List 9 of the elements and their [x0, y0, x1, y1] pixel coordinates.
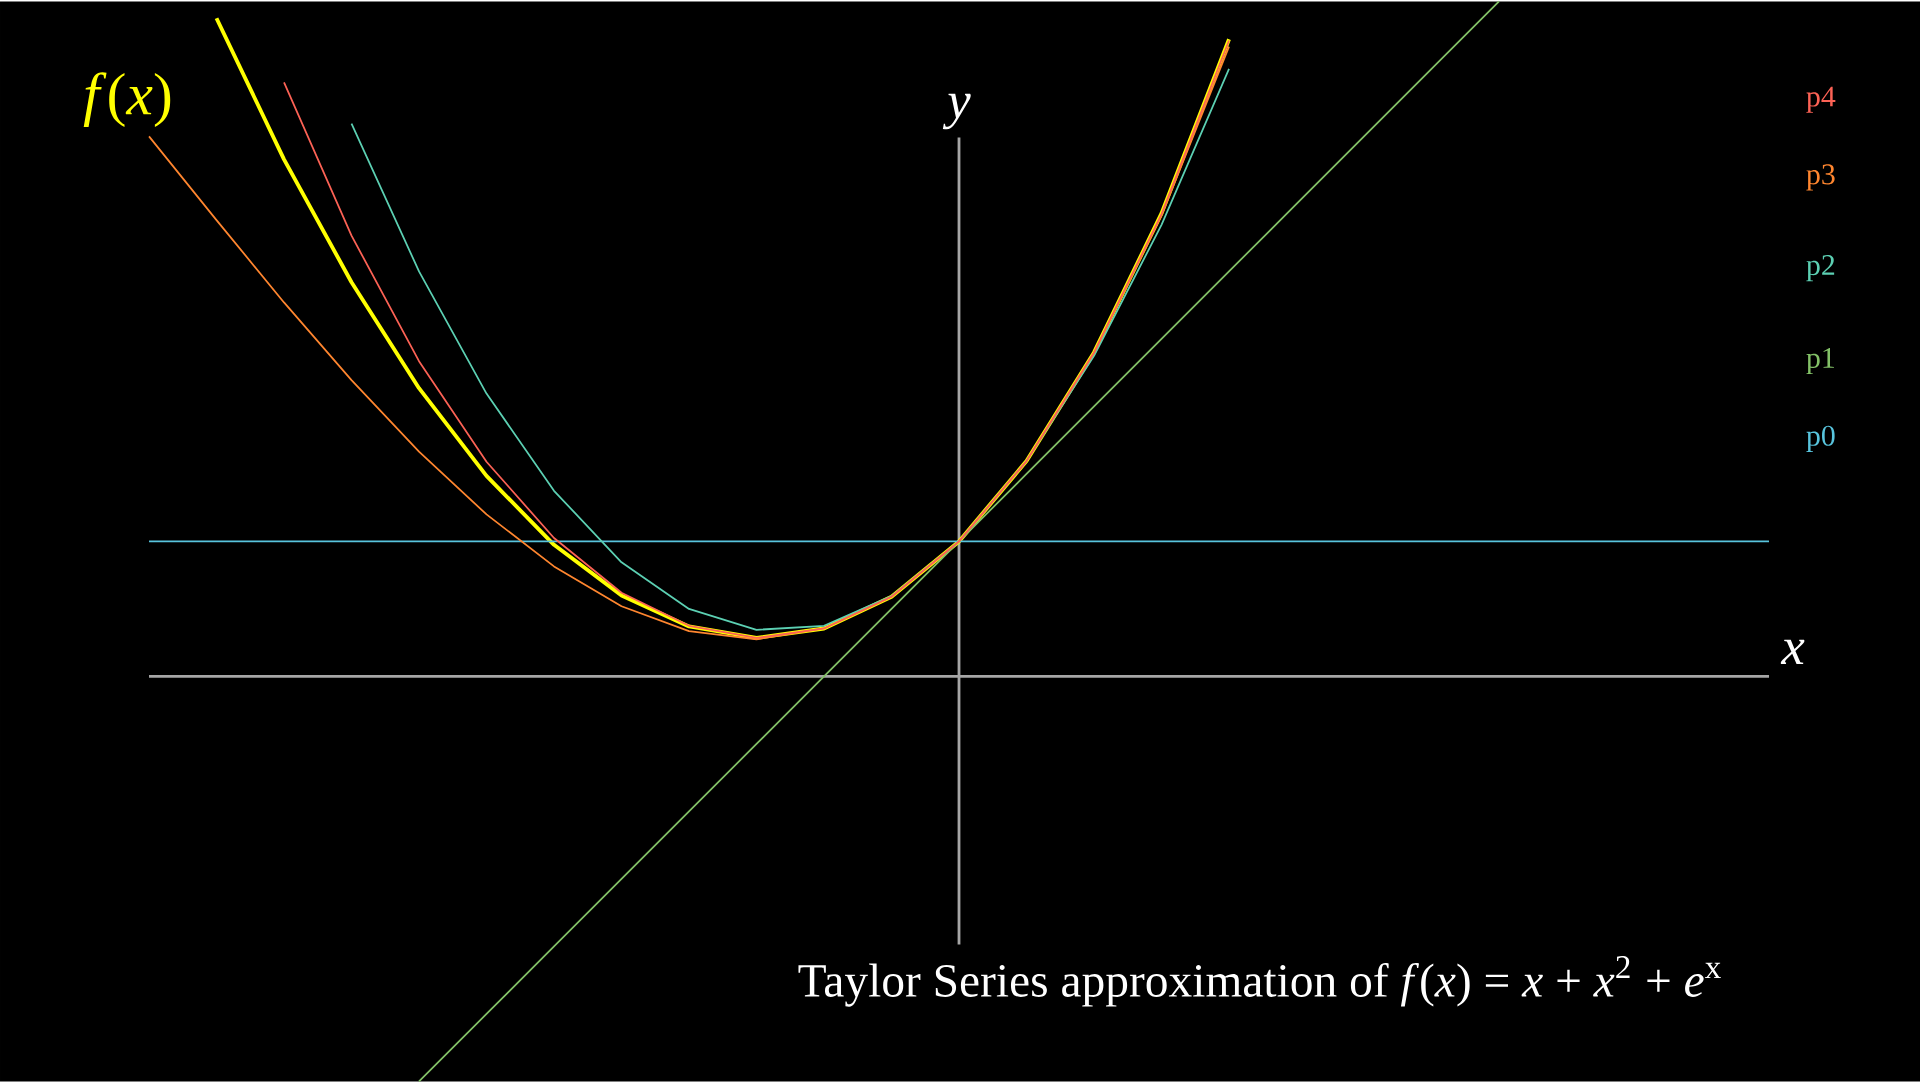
y-axis-title: y [942, 93, 971, 130]
chart-title: Taylor Series approximation of f(x) = x + x$^{2}$ + e$^{x}$ [798, 956, 1721, 1007]
text: p3 [1806, 164, 1835, 191]
x-axis-title: x [1780, 639, 1805, 665]
text: p2 [1806, 255, 1835, 282]
text: p1 [1806, 348, 1834, 375]
text: p4 [1806, 86, 1836, 113]
text: p0 [1806, 425, 1835, 452]
series-label: f(x) [83, 72, 171, 128]
